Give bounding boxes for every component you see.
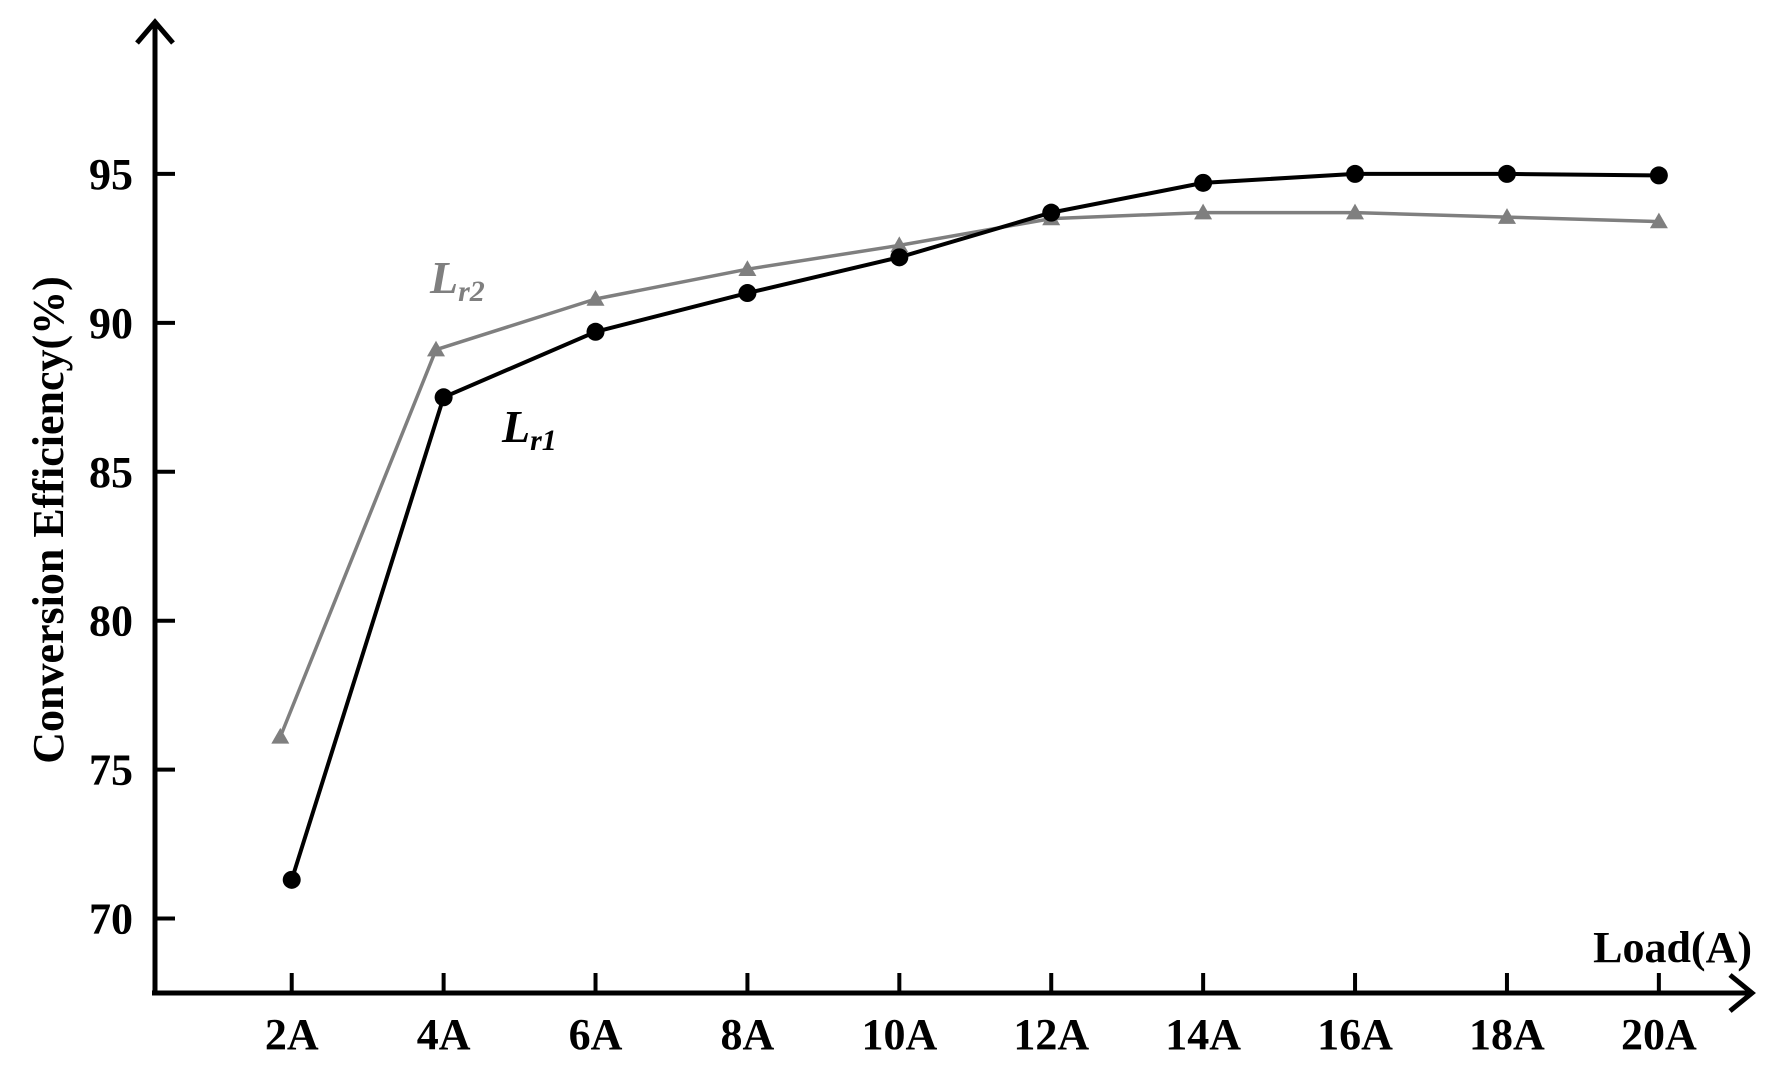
x-tick-label-8A: 8A: [721, 1010, 775, 1059]
x-tick-label-18A: 18A: [1469, 1010, 1545, 1059]
point-lr2-6: [1194, 203, 1213, 220]
x-tick-label-14A: 14A: [1165, 1010, 1241, 1059]
x-tick-label-2A: 2A: [265, 1010, 319, 1059]
x-axis-arrow: [1728, 973, 1756, 1013]
x-tick-label-4A: 4A: [417, 1010, 471, 1059]
point-lr2-0: [271, 727, 290, 744]
axes: [135, 18, 1756, 1013]
point-lr1-9: [1649, 166, 1668, 185]
point-lr1-2: [586, 322, 605, 341]
x-tick-label-20A: 20A: [1621, 1010, 1697, 1059]
series-lr2: [271, 203, 1668, 744]
point-lr2-3: [738, 260, 757, 276]
series-label-lr2-sub: r2: [458, 275, 485, 308]
y-tick-label-85: 85: [89, 448, 133, 497]
point-lr1-7: [1346, 164, 1365, 183]
x-tick-label-12A: 12A: [1013, 1010, 1089, 1059]
y-tick-label-70: 70: [89, 895, 133, 944]
point-lr1-0: [282, 870, 301, 889]
series-line-lr1: [289, 171, 1659, 881]
series-label-lr2: Lr2: [429, 252, 485, 308]
y-axis-title: Conversion Efficiency(%): [24, 276, 73, 764]
point-lr2-4: [890, 236, 909, 253]
series-label-lr2-main: L: [429, 252, 458, 303]
point-lr1-4: [890, 248, 909, 267]
series-label-lr1: Lr1: [501, 401, 557, 457]
point-lr1-6: [1194, 173, 1213, 192]
point-lr1-5: [1042, 203, 1061, 222]
series-label-lr1-sub: r1: [530, 424, 557, 457]
point-lr2-2: [586, 290, 605, 306]
point-lr2-7: [1346, 203, 1364, 220]
series-lr1: [282, 164, 1668, 889]
series-label-lr1-main: L: [501, 401, 530, 452]
series-line-lr2: [278, 210, 1659, 738]
y-axis-arrow: [135, 18, 175, 45]
point-lr1-3: [738, 284, 757, 303]
y-tick-label-75: 75: [89, 746, 133, 795]
series-layer: [271, 164, 1668, 889]
point-lr1-8: [1497, 164, 1516, 183]
point-lr2-1: [427, 340, 445, 357]
x-tick-label-16A: 16A: [1317, 1010, 1393, 1059]
x-tick-label-6A: 6A: [569, 1010, 623, 1059]
x-ticks: 2A 4A 6A 8A 10A 12A 14A 16A 18A 20A: [265, 973, 1697, 1059]
point-lr1-1: [434, 388, 453, 407]
series-labels: Lr2 Lr1: [429, 252, 557, 457]
y-tick-label-80: 80: [89, 597, 133, 646]
y-ticks: 70 75 80 85 90 95: [89, 150, 175, 944]
point-lr2-8: [1498, 208, 1516, 224]
x-tick-label-10A: 10A: [861, 1010, 937, 1059]
y-tick-label-95: 95: [89, 150, 133, 199]
point-lr2-9: [1649, 212, 1668, 229]
y-tick-label-90: 90: [89, 299, 133, 348]
x-axis-title: Load(A): [1593, 923, 1752, 972]
